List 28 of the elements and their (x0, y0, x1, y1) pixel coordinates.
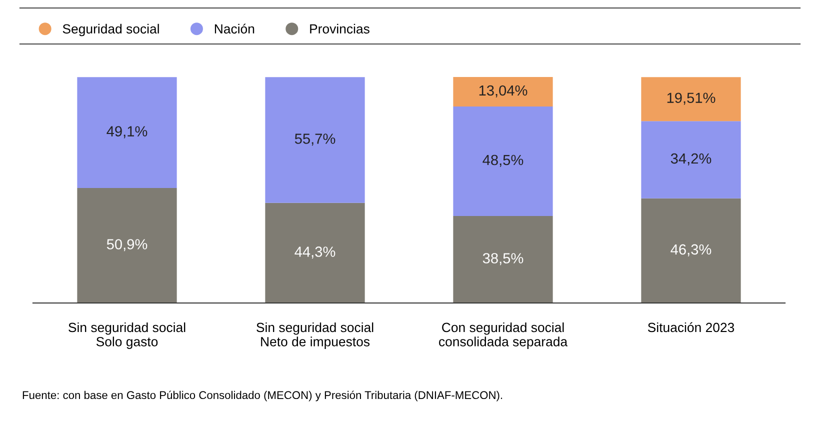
data-label: 19,51% (667, 92, 716, 105)
data-label: 38,5% (482, 253, 524, 266)
bar (265, 77, 365, 203)
legend-label: Seguridad social (62, 24, 159, 36)
x-tick-label: Con seguridad social consolidada separada (439, 322, 568, 349)
data-label: 34,2% (670, 153, 712, 166)
data-label: 55,7% (294, 134, 336, 146)
data-label: 49,1% (106, 126, 148, 138)
bar (453, 216, 553, 303)
bar (453, 106, 553, 216)
bar (265, 202, 365, 303)
bar (77, 77, 177, 188)
x-tick-label: Situación 2023 (648, 322, 734, 332)
x-tick-label: Sin seguridad social Solo gasto (68, 322, 186, 349)
source-note: Fuente: con base en Gasto Público Consolidado (MECON) y Presión Tributaria (DNIAF-MECON). (22, 390, 502, 402)
bar (641, 121, 741, 198)
data-label: 48,5% (482, 154, 524, 167)
data-label: 13,04% (479, 85, 528, 98)
x-tick-label: Sin seguridad social Neto de impuestos (256, 322, 374, 349)
data-label: 44,3% (294, 246, 336, 259)
legend-label: Provincias (310, 24, 370, 34)
bar (453, 77, 553, 106)
bar (77, 188, 177, 303)
legend-label: Nación (214, 24, 254, 34)
data-label: 50,9% (106, 239, 148, 252)
bar (641, 198, 741, 303)
bar (641, 77, 741, 122)
data-label: 46,3% (670, 244, 712, 256)
